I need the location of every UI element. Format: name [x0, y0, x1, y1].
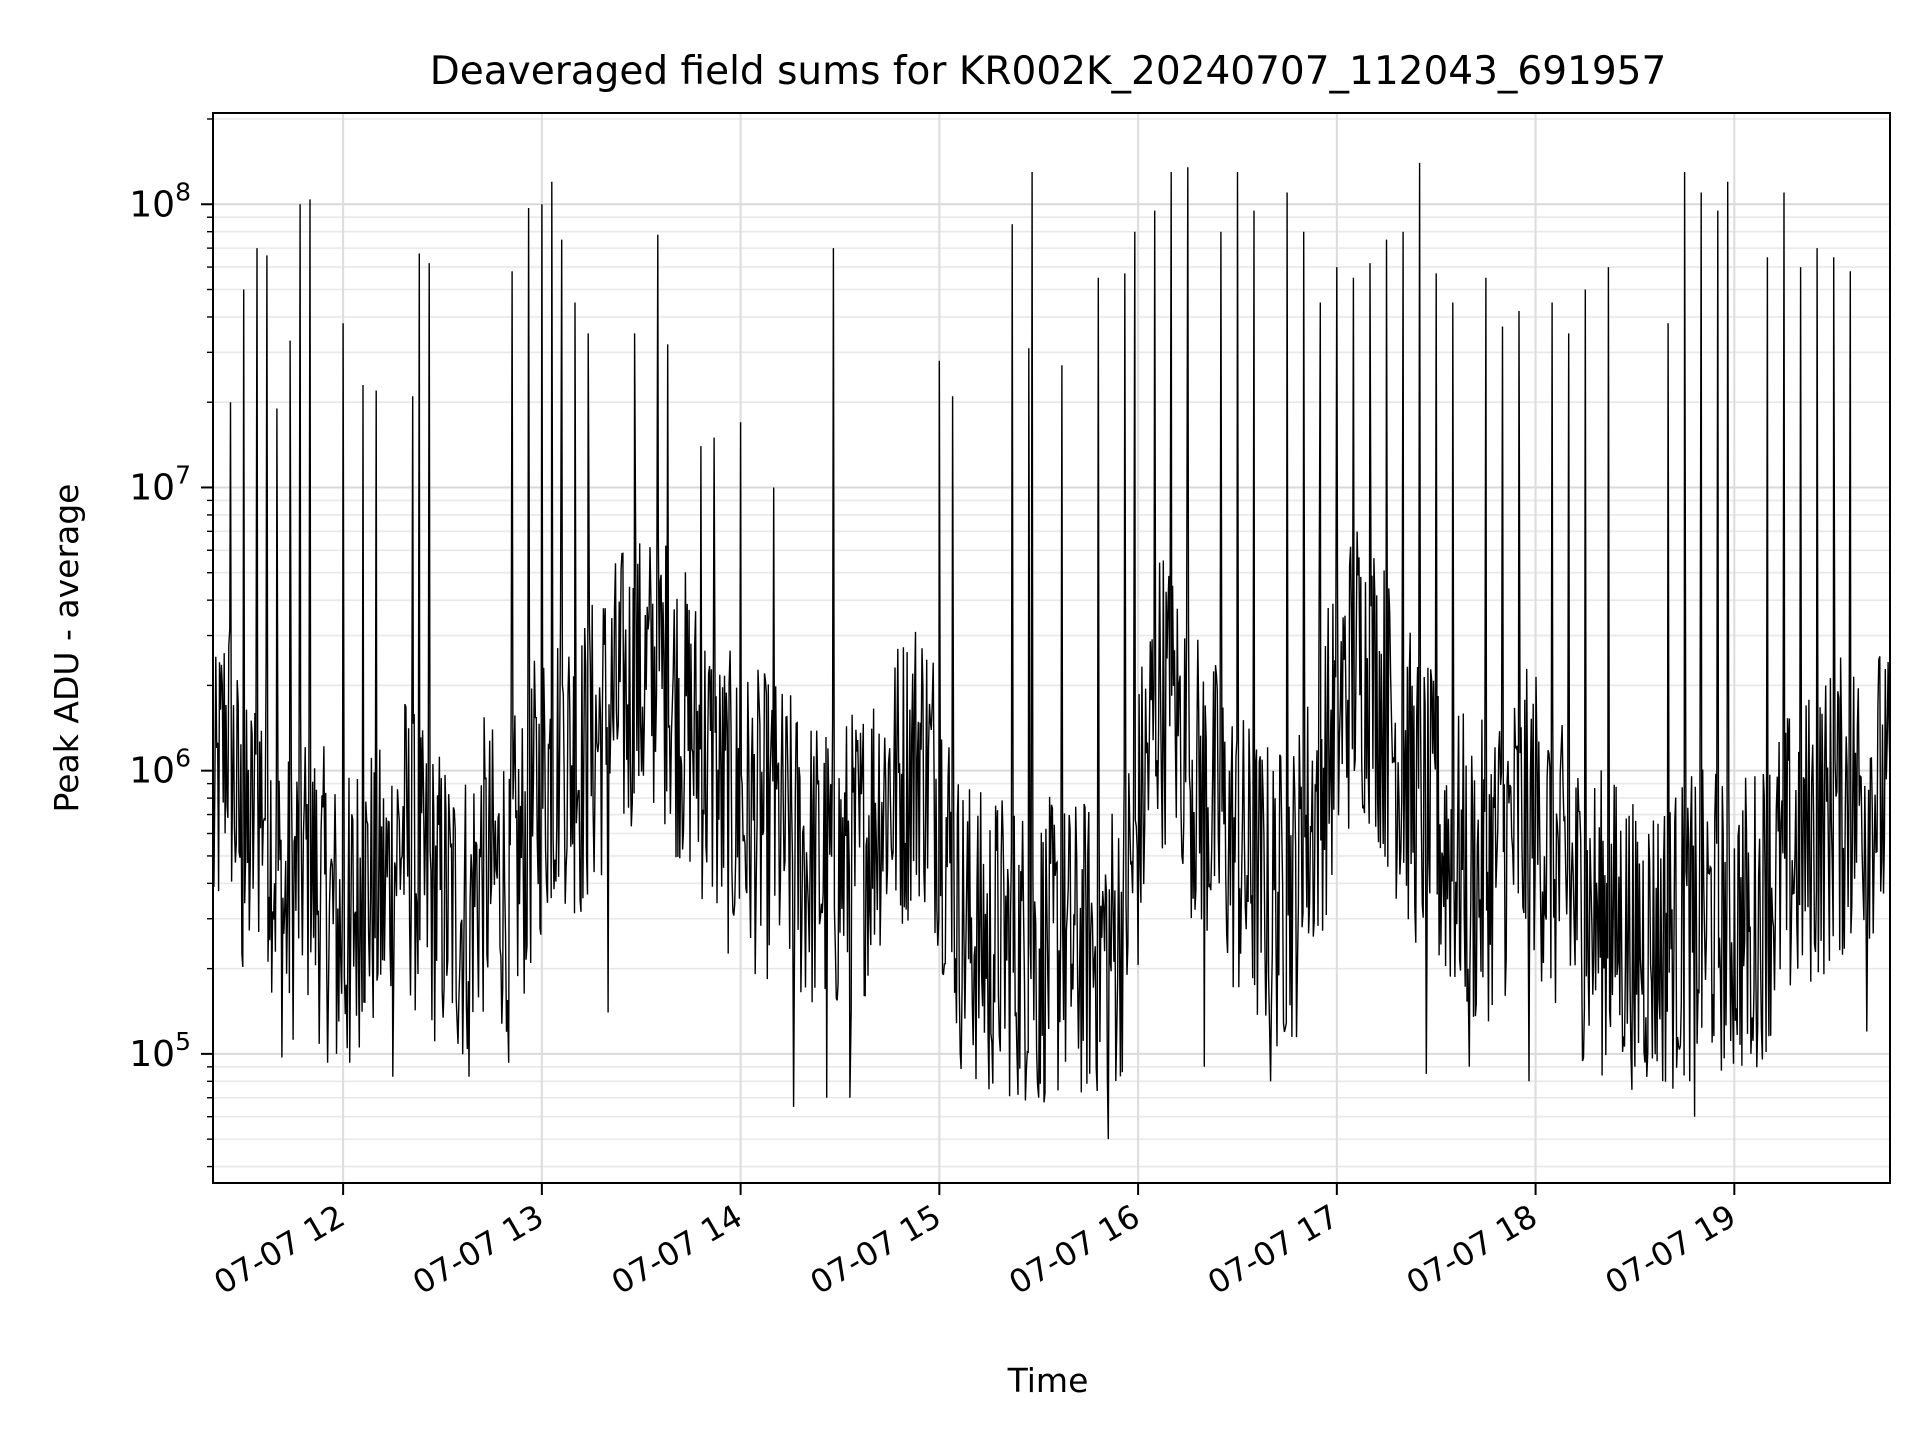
y-tick-label: 106 — [129, 744, 191, 792]
x-axis-label: Time — [1007, 1361, 1089, 1400]
y-axis-label: Peak ADU - average — [47, 484, 86, 813]
x-tick-label: 07-07 12 — [208, 1197, 352, 1302]
plot-frame — [212, 112, 1891, 1184]
y-axis: 105 106 107 108 — [129, 118, 213, 1168]
y-tick-label: 105 — [129, 1027, 191, 1075]
x-tick-label: 07-07 15 — [804, 1197, 948, 1302]
x-tick-label: 07-07 19 — [1599, 1197, 1743, 1302]
series-line — [212, 162, 1891, 1140]
y-tick-label: 108 — [129, 177, 191, 225]
data-series — [212, 162, 1891, 1140]
grid — [213, 113, 1890, 1183]
x-axis: 07-07 12 07-07 13 07-07 14 07-07 15 07-07 16… — [208, 1183, 1743, 1302]
x-tick-label: 07-07 13 — [406, 1197, 550, 1302]
x-tick-label: 07-07 16 — [1002, 1197, 1146, 1302]
chart-title: Deaveraged field sums for KR002K_2024070… — [430, 49, 1667, 94]
x-tick-label: 07-07 17 — [1201, 1197, 1345, 1302]
y-tick-label: 107 — [129, 460, 191, 508]
x-tick-label: 07-07 14 — [605, 1197, 749, 1302]
x-tick-label: 07-07 18 — [1400, 1197, 1544, 1302]
